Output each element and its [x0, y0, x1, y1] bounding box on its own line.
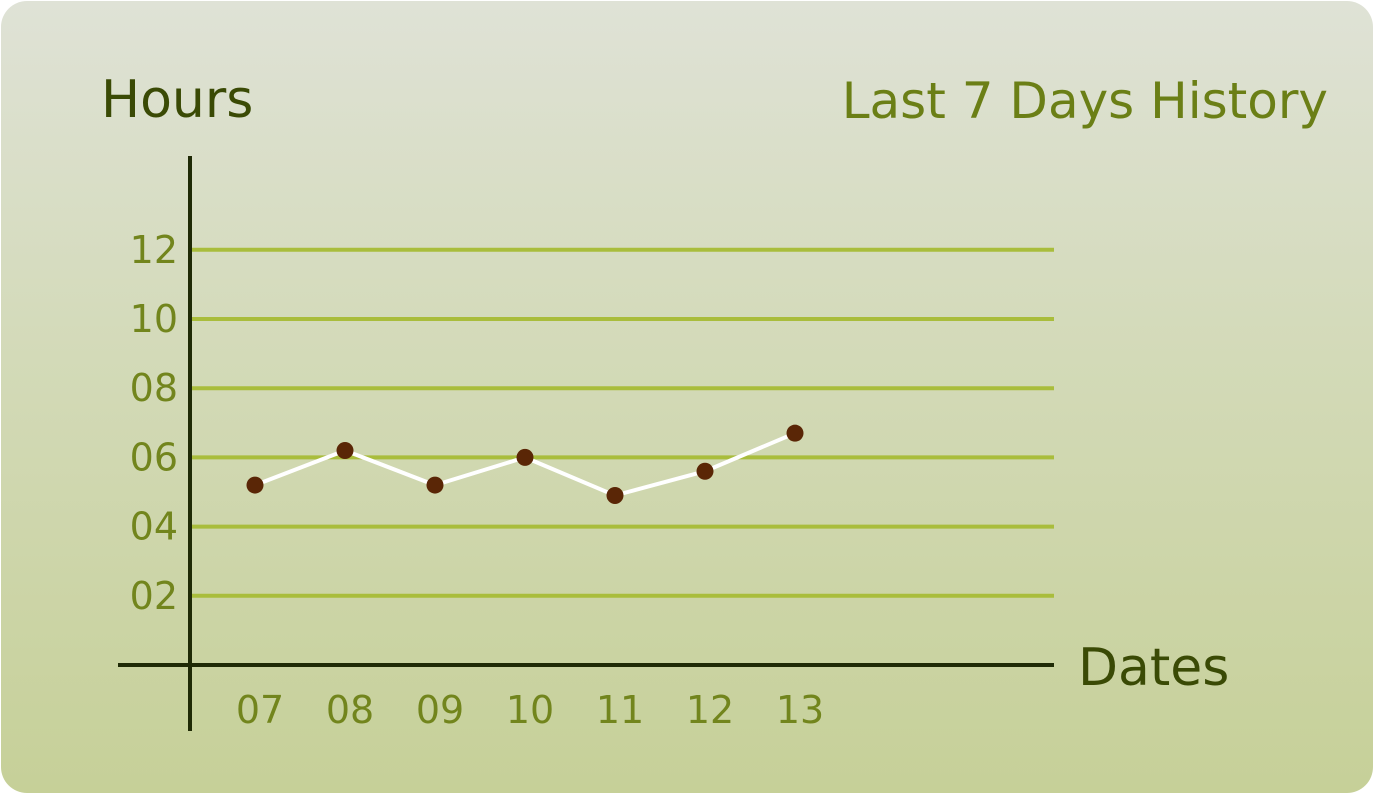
- series-line-segment: [710, 434, 790, 471]
- x-tick-label: 11: [596, 688, 644, 732]
- y-tick-label: 10: [130, 297, 178, 341]
- x-tick-label: 13: [776, 688, 824, 732]
- data-point-09: [426, 476, 444, 494]
- x-tick-label: 08: [326, 688, 374, 732]
- x-tick-labels: 07 08 09 10 11 12 13: [236, 688, 824, 732]
- series-line-segment: [620, 471, 700, 496]
- series-line-segment: [260, 451, 340, 485]
- x-tick-label: 09: [416, 688, 464, 732]
- gridlines: [190, 247, 1054, 598]
- x-axis-title: Dates: [1078, 638, 1229, 698]
- chart-title: Last 7 Days History: [842, 72, 1328, 130]
- data-point-12: [696, 462, 714, 480]
- x-tick-label: 10: [506, 688, 554, 732]
- y-tick-label: 08: [130, 366, 178, 410]
- axes: [118, 156, 1054, 731]
- data-point-07: [246, 476, 264, 494]
- series-line-segment: [530, 458, 610, 495]
- series-hours: [246, 424, 804, 504]
- y-tick-label: 04: [130, 505, 178, 549]
- data-point-13: [786, 424, 804, 442]
- series-line-segment: [440, 457, 520, 485]
- x-tick-label: 07: [236, 688, 284, 732]
- y-tick-label: 12: [130, 228, 178, 272]
- y-tick-labels: 02 04 06 08 10 12: [130, 228, 178, 618]
- data-point-08: [336, 441, 354, 459]
- y-tick-label: 06: [130, 435, 178, 479]
- series-line-segment: [350, 451, 430, 485]
- x-tick-label: 12: [686, 688, 734, 732]
- data-point-10: [516, 448, 534, 466]
- y-tick-label: 02: [130, 574, 178, 618]
- y-axis-title: Hours: [101, 70, 253, 130]
- data-point-11: [606, 486, 624, 504]
